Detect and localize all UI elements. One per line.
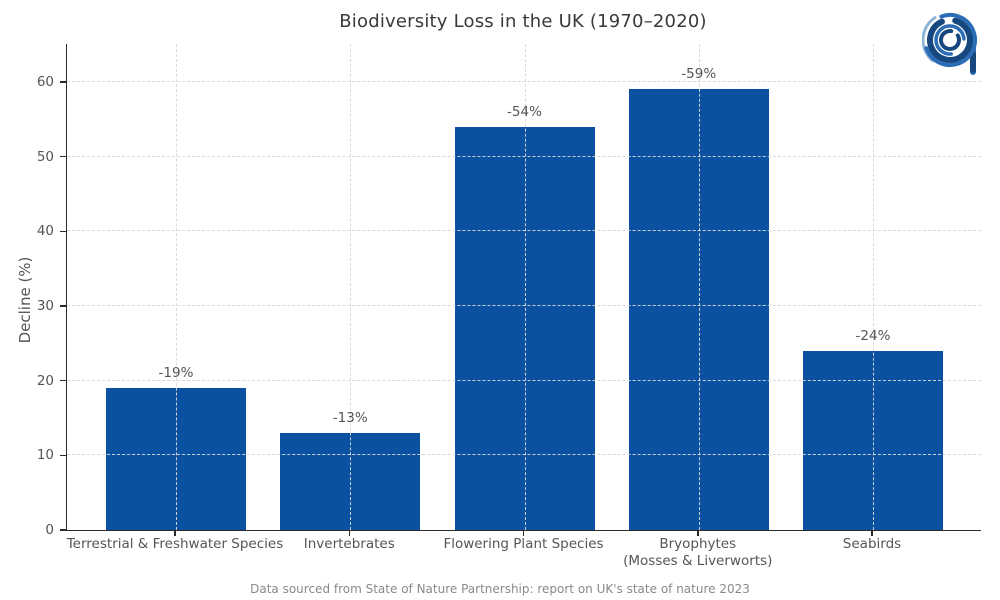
x-tick-mark (174, 530, 176, 536)
bar-center-gridline (350, 44, 352, 530)
y-gridline (67, 454, 981, 456)
logo-arc-main (927, 17, 973, 63)
x-tick-mark (697, 530, 699, 536)
y-gridline (67, 155, 981, 157)
y-gridline (67, 305, 981, 306)
x-category-label: Invertebrates (303, 536, 395, 552)
bar-value-label: -24% (855, 327, 891, 344)
y-tick-label: 40 (36, 223, 54, 240)
y-gridline (67, 379, 981, 381)
y-tick-label: 60 (36, 74, 54, 90)
y-tick-label: 10 (36, 447, 54, 464)
x-tick-mark (522, 530, 525, 536)
brand-logo (922, 11, 979, 75)
logo-arc-inner (939, 29, 961, 51)
y-tick-mark (60, 230, 66, 233)
x-category-label: Seabirds (842, 536, 902, 552)
source-note: Data sourced from State of Nature Partne… (250, 582, 750, 596)
y-gridline (67, 81, 981, 82)
x-tick-mark (871, 530, 873, 536)
x-tick-mark (348, 530, 350, 536)
bar-value-label: -59% (681, 66, 717, 83)
bar-value-label: -13% (332, 409, 368, 426)
x-category-label: Bryophytes (Mosses & Liverworts) (623, 536, 773, 569)
bar-value-label: -19% (158, 365, 194, 382)
y-tick-label: 30 (36, 298, 54, 314)
y-tick-mark (60, 529, 66, 531)
y-tick-mark (60, 454, 66, 457)
y-tick-label: 20 (36, 372, 54, 389)
logo-arc-mid (934, 24, 966, 56)
chart-title: Biodiversity Loss in the UK (1970–2020) (339, 11, 707, 32)
y-tick-mark (60, 305, 66, 307)
y-tick-mark (60, 155, 66, 158)
y-gridline (67, 230, 981, 232)
logo-arc-outer (923, 12, 977, 67)
x-category-label: Flowering Plant Species (443, 536, 604, 552)
y-tick-mark (60, 81, 66, 83)
bar-center-gridline (176, 44, 177, 530)
bar-center-gridline (524, 44, 526, 530)
x-category-label: Terrestrial & Freshwater Species (66, 536, 284, 552)
bar-center-gridline (698, 44, 700, 530)
bar-value-label: -54% (507, 103, 542, 120)
y-tick-label: 50 (36, 148, 54, 165)
bar-center-gridline (873, 44, 874, 530)
plot-area: -19% -13% -54% -59% -24% (66, 44, 981, 531)
y-tick-label: 0 (45, 522, 54, 538)
y-tick-mark (60, 379, 66, 382)
